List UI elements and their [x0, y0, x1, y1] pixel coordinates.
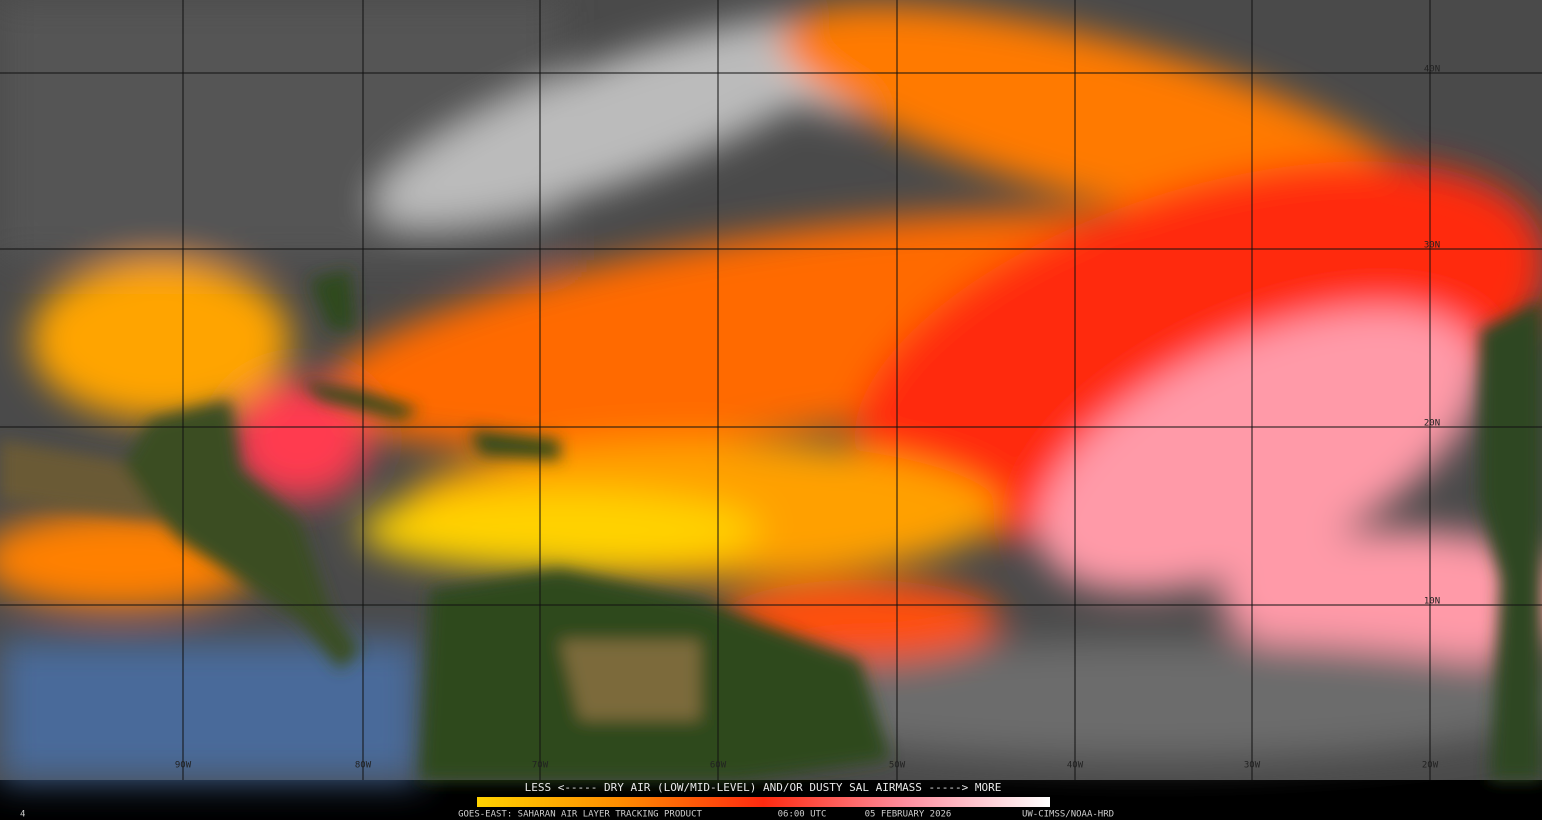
lon-label: 20W [1422, 761, 1439, 771]
credit: UW-CIMSS/NOAA-HRD [1022, 810, 1114, 820]
lon-label: 30W [1244, 761, 1261, 771]
lat-lon-grid: 90W 80W 70W 60W 50W 40W 30W 20W 40N 30N 20N 10N [0, 0, 1542, 780]
legend-caption: LESS <----- DRY AIR (LOW/MID-LEVEL) AND/… [525, 781, 1002, 794]
color-bar [477, 797, 1050, 807]
lon-label: 70W [532, 761, 549, 771]
lat-label: 20N [1424, 419, 1440, 429]
corner-label: 4 [20, 810, 25, 820]
lat-label: 10N [1424, 597, 1440, 607]
time: 06:00 UTC [778, 810, 827, 820]
lon-label: 80W [355, 761, 372, 771]
lon-label: 90W [175, 761, 192, 771]
lat-label: 30N [1424, 241, 1440, 251]
lon-label: 50W [889, 761, 906, 771]
land [0, 270, 1542, 780]
lat-label: 40N [1424, 65, 1440, 75]
date: 05 FEBRUARY 2026 [865, 810, 952, 820]
imagery [0, 0, 1542, 780]
lon-label: 40W [1067, 761, 1084, 771]
product-name: GOES-EAST: SAHARAN AIR LAYER TRACKING PR… [458, 810, 702, 820]
lon-label: 60W [710, 761, 727, 771]
